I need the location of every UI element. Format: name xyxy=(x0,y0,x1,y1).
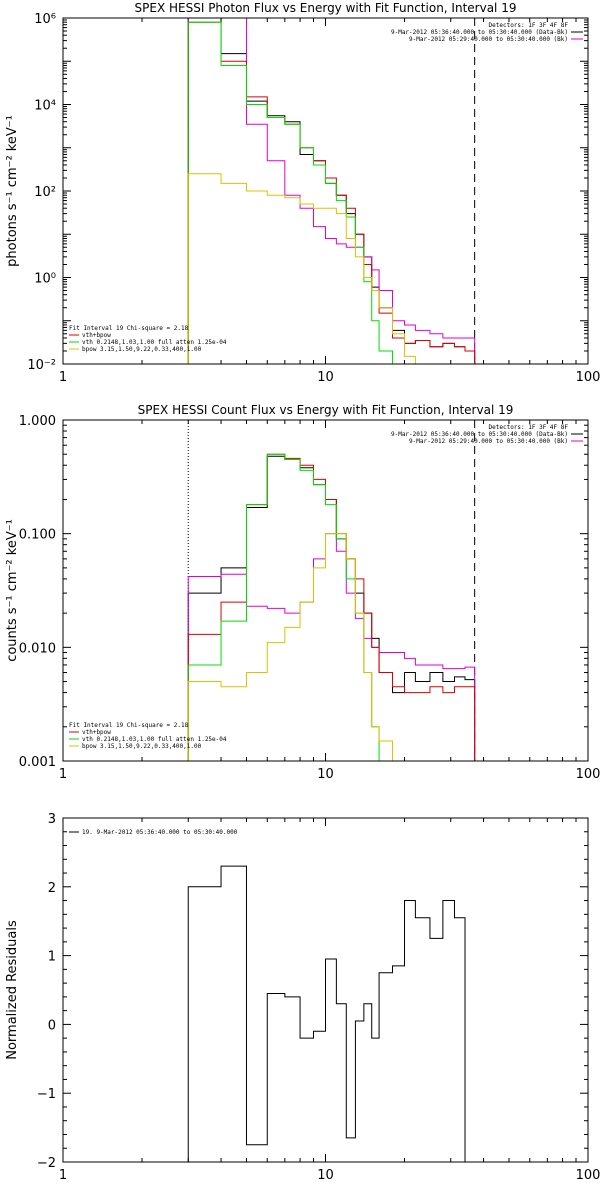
series-bpow xyxy=(187,533,406,761)
legend-text: 9-Mar-2012 05:36:40.000 to 05:30:40.000 … xyxy=(391,431,568,438)
y-tick-label: −2 xyxy=(37,1156,56,1171)
x-tick-label: 100 xyxy=(576,767,600,782)
legend-text: bpow 3.15,1.50,9.22,0.33,400,1.00 xyxy=(82,346,202,353)
plot-frame xyxy=(62,817,589,1163)
series-fitsum xyxy=(187,21,476,364)
series-fitsum xyxy=(187,453,476,761)
legend-text: Fit Interval 19 Chi-square = 2.18 xyxy=(69,325,189,332)
series-bk xyxy=(187,533,476,761)
plot-frame xyxy=(62,419,589,762)
y-tick-label: 0 xyxy=(48,1018,56,1033)
series-bk xyxy=(187,18,476,364)
legend-text: 9-Mar-2012 05:29:40.000 to 05:30:40.000 … xyxy=(409,438,568,445)
y-axis-label: counts s⁻¹ cm⁻² keV⁻¹ xyxy=(5,519,20,662)
x-tick-label: 100 xyxy=(576,1168,600,1183)
y-tick-label: 10⁴ xyxy=(34,99,56,114)
y-tick-label: 10² xyxy=(34,185,56,200)
legend-text: 9-Mar-2012 05:36:40.000 to 05:30:40.000 … xyxy=(391,29,568,36)
chart-title: SPEX HESSI Count Flux vs Energy with Fit… xyxy=(138,403,514,417)
y-axis-label: Normalized Residuals xyxy=(5,920,20,1060)
y-axis-label: photons s⁻¹ cm⁻² keV⁻¹ xyxy=(5,115,20,267)
legend-text: bpow 3.15,1.50,9.22,0.33,400,1.00 xyxy=(82,743,202,750)
x-tick-label: 1 xyxy=(59,1168,67,1183)
y-tick-label: −1 xyxy=(37,1087,56,1102)
series-bpow xyxy=(187,173,416,364)
plot-frame xyxy=(62,17,589,365)
series-vth xyxy=(187,21,406,364)
photon-flux-chart: SPEX HESSI Photon Flux vs Energy with Fi… xyxy=(5,1,600,385)
y-tick-label: 10⁶ xyxy=(34,12,56,27)
legend-text: Detectors: 1F 3F 4F 8F xyxy=(489,22,569,29)
x-tick-label: 1 xyxy=(59,767,67,782)
y-tick-label: 2 xyxy=(48,881,56,896)
y-tick-label: 1.000 xyxy=(19,414,56,429)
legend-text: vth+bpow xyxy=(82,729,111,736)
legend-text: vth 0.2148,1.03,1.00 full atten 1.25e-04 xyxy=(82,339,227,346)
x-tick-label: 10 xyxy=(317,370,334,385)
y-tick-label: 0.100 xyxy=(19,528,56,543)
x-tick-label: 100 xyxy=(576,370,600,385)
legend-text: Fit Interval 19 Chi-square = 2.18 xyxy=(69,722,189,729)
legend-text: vth 0.2148,1.03,1.00 full atten 1.25e-04 xyxy=(82,736,227,743)
legend-text: 19. 9-Mar-2012 05:36:40.000 to 05:30:40.… xyxy=(82,829,238,836)
y-tick-label: 0.010 xyxy=(19,641,56,656)
y-tick-label: 10⁰ xyxy=(34,272,56,287)
chart-title: SPEX HESSI Photon Flux vs Energy with Fi… xyxy=(135,1,517,15)
y-tick-label: 3 xyxy=(48,812,56,827)
legend-text: vth+bpow xyxy=(82,332,111,339)
x-tick-label: 10 xyxy=(317,767,334,782)
legend-text: Detectors: 1F 3F 4F 8F xyxy=(489,424,569,431)
x-tick-label: 1 xyxy=(59,370,67,385)
y-tick-label: 0.001 xyxy=(19,755,56,770)
series-vth xyxy=(187,453,394,761)
y-tick-label: 10⁻² xyxy=(27,358,56,373)
series-total xyxy=(187,865,466,1162)
count-flux-chart: SPEX HESSI Count Flux vs Energy with Fit… xyxy=(5,403,600,782)
series-total xyxy=(187,18,476,364)
y-tick-label: 1 xyxy=(48,950,56,965)
series-total xyxy=(187,455,476,761)
x-tick-label: 10 xyxy=(317,1168,334,1183)
legend-text: 9-Mar-2012 05:29:40.000 to 05:30:40.000 … xyxy=(409,36,568,43)
